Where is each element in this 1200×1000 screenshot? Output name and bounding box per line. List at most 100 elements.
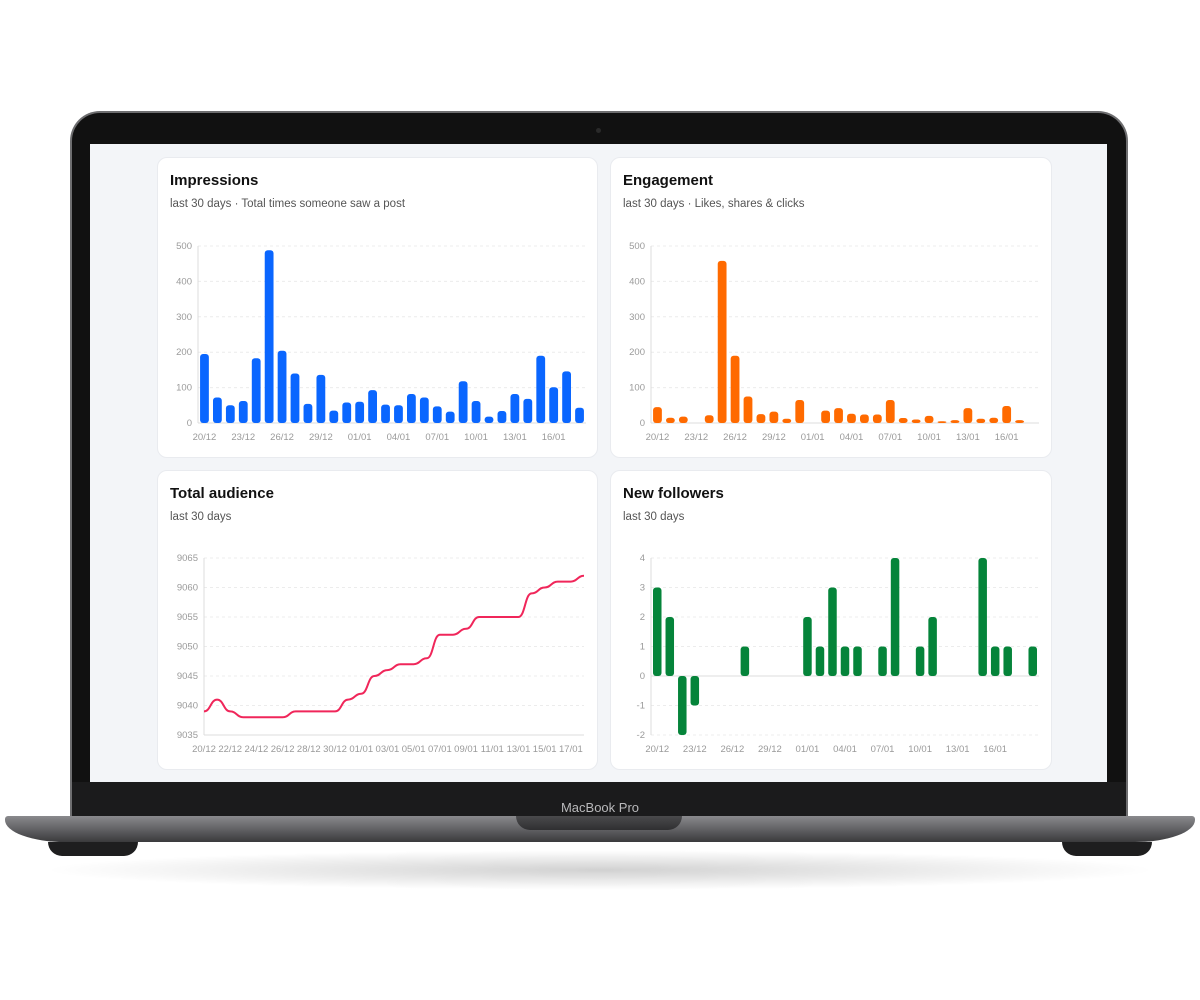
bar [238, 401, 248, 423]
y-tick-label: 9065 [177, 553, 198, 564]
bar [976, 418, 986, 423]
bar [1028, 646, 1037, 676]
bar [1003, 646, 1012, 676]
bar [924, 415, 934, 423]
bar [1015, 420, 1024, 423]
bar [815, 646, 825, 676]
card-engagement: Engagement last 30 days · Likes, shares … [610, 157, 1052, 458]
x-tick-label: 26/12 [720, 744, 744, 755]
bar [847, 413, 856, 423]
bar [419, 397, 429, 423]
y-tick-label: 300 [176, 312, 192, 323]
x-tick-label: 10/01 [917, 432, 941, 443]
x-tick-label: 26/12 [270, 432, 294, 443]
bar [213, 397, 222, 423]
y-tick-label: 9035 [177, 730, 198, 741]
laptop-notch [516, 816, 682, 830]
series-line [203, 574, 585, 719]
bar [978, 558, 987, 676]
x-tick-label: 01/01 [348, 432, 372, 443]
dashboard-screen: Impressions last 30 days · Total times s… [90, 144, 1107, 782]
bar [740, 646, 750, 676]
x-tick-label: 07/01 [425, 432, 449, 443]
screen-bezel [72, 782, 1126, 818]
x-tick-label: 13/01 [507, 744, 531, 755]
bar [329, 410, 339, 423]
y-tick-label: 2 [640, 612, 645, 623]
bar [432, 406, 442, 423]
x-tick-label: 20/12 [193, 432, 217, 443]
card-subtitle: last 30 days · Total times someone saw a… [170, 198, 406, 210]
x-tick-label: 29/12 [309, 432, 333, 443]
bar [523, 398, 533, 423]
y-tick-label: 0 [640, 671, 645, 682]
x-tick-label: 20/12 [192, 744, 216, 755]
card-impressions: Impressions last 30 days · Total times s… [157, 157, 598, 458]
x-tick-label: 13/01 [503, 432, 527, 443]
bar [665, 617, 675, 676]
y-tick-label: 100 [629, 383, 645, 394]
bar [989, 417, 999, 423]
x-tick-label: 04/01 [833, 744, 857, 755]
bar [717, 260, 727, 423]
x-tick-label: 10/01 [908, 744, 932, 755]
bar [653, 587, 662, 676]
bar [860, 414, 869, 423]
bar [678, 676, 687, 735]
bar [704, 415, 714, 423]
camera-icon [596, 128, 601, 133]
laptop-shadow [40, 850, 1160, 890]
x-tick-label: 01/01 [796, 744, 820, 755]
x-tick-label: 22/12 [218, 744, 242, 755]
y-tick-label: 500 [176, 241, 192, 252]
device-brand-label: MacBook Pro [560, 800, 640, 815]
bar [678, 416, 688, 423]
bar [911, 419, 921, 423]
bar [471, 401, 481, 423]
card-total-audience: Total audience last 30 days 9035 9040 9045… [157, 470, 598, 770]
bar [782, 418, 792, 423]
laptop-foot-right [1062, 842, 1152, 856]
bar [497, 410, 507, 423]
x-tick-label: 09/01 [454, 744, 478, 755]
bar [795, 399, 805, 423]
bar [510, 393, 520, 423]
x-tick-label: 23/12 [231, 432, 255, 443]
bar [653, 407, 662, 423]
followers-chart: -2 -1 0 1 2 3 4 20/12 23/12 26/12 29/12 01/01 04/01 0… [637, 553, 1039, 755]
bar [445, 411, 455, 423]
bar [562, 371, 571, 423]
laptop-foot-left [48, 842, 138, 856]
y-tick-label: 9050 [177, 642, 198, 653]
y-tick-label: -1 [637, 701, 645, 712]
bar [898, 418, 908, 423]
bar [342, 402, 352, 423]
bar [381, 404, 390, 423]
bar [821, 410, 830, 423]
bar [853, 646, 862, 676]
y-tick-label: 200 [629, 347, 645, 358]
bar [666, 417, 675, 423]
bar [394, 405, 403, 423]
bar [290, 373, 300, 423]
bar [1002, 406, 1012, 423]
y-tick-label: 200 [176, 347, 192, 358]
x-tick-label: 16/01 [542, 432, 566, 443]
y-tick-label: 9055 [177, 612, 198, 623]
y-tick-label: 400 [176, 276, 192, 287]
x-tick-label: 13/01 [956, 432, 980, 443]
y-tick-label: 3 [640, 583, 645, 594]
bar [828, 587, 837, 676]
bar [575, 407, 584, 423]
bar [458, 381, 468, 423]
card-subtitle: last 30 days · Likes, shares & clicks [623, 198, 805, 210]
bar [355, 401, 365, 423]
bar [890, 558, 900, 676]
card-new-followers: New followers last 30 days -2 -1 0 1 2 3 4 20/1… [610, 470, 1052, 770]
bar [407, 393, 416, 423]
x-tick-label: 01/01 [801, 432, 825, 443]
y-tick-label: 0 [640, 418, 645, 429]
bar [928, 617, 937, 676]
card-subtitle: last 30 days [170, 511, 232, 523]
x-tick-label: 16/01 [983, 744, 1007, 755]
